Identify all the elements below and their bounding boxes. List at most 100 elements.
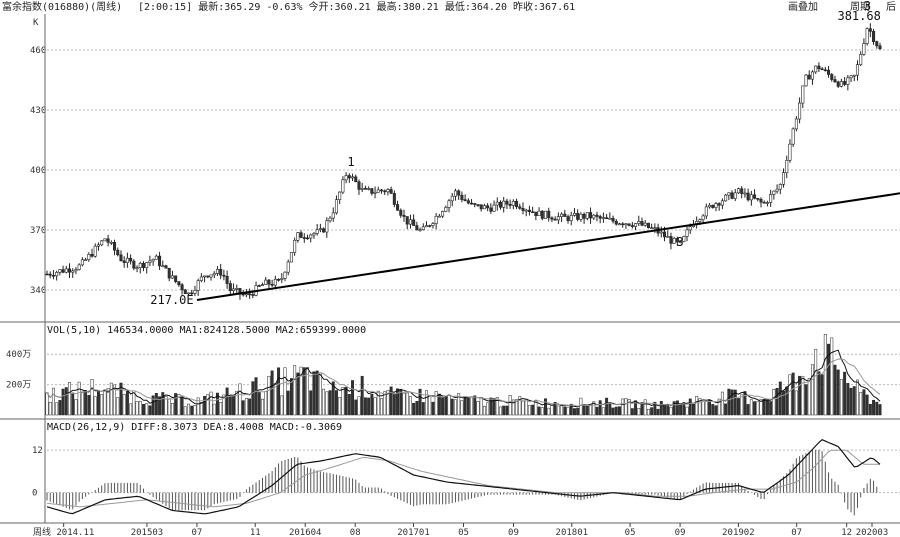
volume-bar	[730, 389, 734, 416]
volume-bar	[505, 405, 509, 416]
volume-bar	[360, 375, 364, 416]
volume-bar	[675, 400, 679, 416]
candle-body	[71, 270, 75, 273]
x-tick-label: 08	[350, 528, 361, 537]
candle-body	[540, 210, 544, 219]
volume-bar	[476, 401, 480, 416]
candle-body	[286, 261, 290, 273]
volume-bar	[817, 371, 821, 416]
candle-body	[717, 203, 721, 206]
volume-bar	[521, 400, 525, 416]
volume-bar	[225, 387, 229, 416]
candle-body	[769, 194, 773, 203]
volume-bar	[286, 390, 290, 416]
volume-bar	[601, 407, 605, 416]
candle-body	[772, 190, 776, 195]
price-tick-label: 460	[30, 46, 46, 56]
candle-body	[338, 191, 342, 201]
x-tick-label: 07	[192, 528, 203, 537]
volume-bar	[331, 381, 335, 416]
volume-bar	[428, 395, 432, 416]
period-button[interactable]: 周期	[850, 1, 870, 13]
candle-body	[322, 228, 326, 233]
volume-bar	[148, 405, 152, 416]
volume-bar	[386, 390, 390, 416]
volume-bar	[87, 395, 91, 416]
candle-body	[174, 275, 178, 282]
volume-bar	[338, 397, 342, 416]
candle-body	[823, 69, 827, 72]
volume-bar	[717, 398, 721, 416]
volume-bar	[762, 398, 766, 416]
volume-bar	[843, 371, 847, 416]
candle-body	[167, 267, 171, 279]
candle-body	[646, 222, 650, 229]
candle-body	[627, 223, 631, 226]
volume-ma2-line	[46, 358, 881, 407]
candle-body	[48, 273, 52, 276]
volume-bar	[209, 391, 213, 416]
volume-bar	[116, 397, 120, 416]
volume-bar	[804, 384, 808, 416]
candle-body	[785, 159, 789, 173]
candle-body	[595, 214, 599, 217]
x-tick-label: 12	[841, 528, 852, 537]
volume-bar	[421, 402, 425, 416]
candle-body	[547, 210, 551, 219]
candle-body	[592, 214, 596, 219]
candle-body	[363, 188, 367, 190]
volume-bar	[396, 388, 400, 416]
volume-bar	[180, 395, 184, 416]
candle-body	[209, 274, 213, 278]
candle-body	[820, 68, 824, 71]
candle-body	[650, 227, 654, 229]
candle-body	[190, 292, 194, 295]
candle-body	[151, 258, 155, 262]
candle-body	[502, 200, 506, 208]
back-button[interactable]: 后	[886, 1, 896, 13]
candle-body	[872, 31, 876, 42]
volume-bar	[344, 386, 348, 416]
candle-body	[289, 252, 293, 263]
volume-bar	[518, 396, 522, 416]
price-tick-label: 400	[30, 166, 46, 176]
candle-body	[614, 220, 618, 225]
volume-bar	[142, 404, 145, 416]
volume-bar	[183, 406, 187, 416]
volume-bar	[109, 382, 113, 416]
volume-bar	[196, 397, 200, 416]
volume-bar	[437, 393, 441, 416]
volume-bar	[293, 365, 297, 416]
volume-grid: 400万 200万	[6, 350, 900, 391]
candle-body	[305, 237, 310, 240]
candle-body	[109, 242, 113, 244]
candle-body	[566, 216, 570, 221]
volume-bar	[511, 399, 515, 416]
candle-body	[116, 249, 120, 256]
volume-bar	[502, 405, 506, 416]
candle-body	[273, 279, 277, 286]
candle-body	[878, 45, 882, 50]
volume-bar	[820, 374, 824, 416]
candle-body	[553, 218, 557, 221]
candle-body	[402, 215, 406, 217]
overlay-button[interactable]: 画叠加	[788, 1, 818, 13]
price-tick-label: 370	[30, 226, 46, 236]
volume-bar	[698, 398, 702, 416]
candle-body	[865, 28, 869, 44]
volume-bar	[244, 398, 248, 416]
volume-bar	[489, 397, 493, 416]
volume-bar	[794, 390, 798, 416]
candle-body	[58, 269, 62, 273]
volume-bar	[782, 390, 785, 416]
x-tick-label: 201503	[131, 528, 164, 537]
candle-body	[318, 228, 322, 230]
volume-bar	[357, 396, 361, 416]
candle-body	[129, 257, 133, 262]
volume-bar	[685, 406, 689, 416]
candle-body	[611, 217, 615, 222]
candle-body	[585, 212, 589, 219]
volume-bar	[125, 390, 129, 416]
macd-dea-line	[46, 449, 880, 508]
